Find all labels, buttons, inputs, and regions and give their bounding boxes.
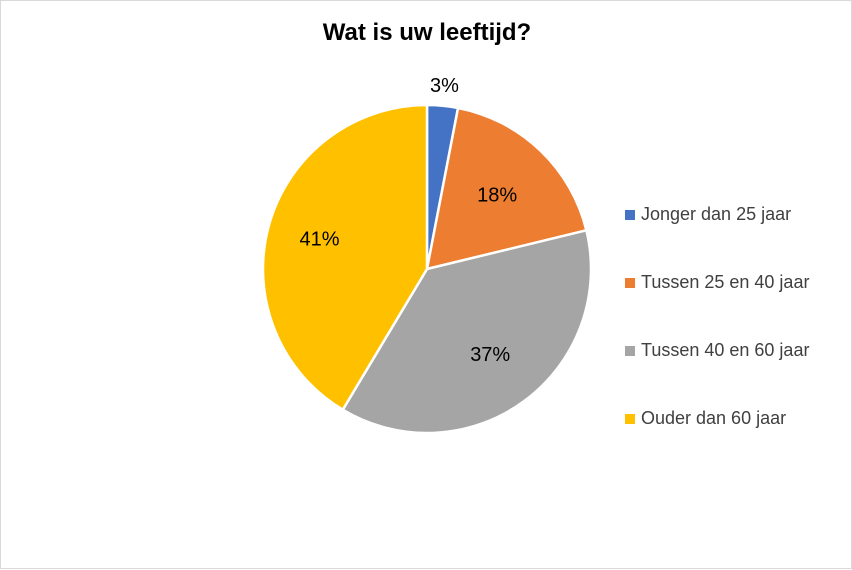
legend-swatch [625, 413, 635, 424]
legend-swatch [625, 277, 635, 288]
legend-label: Tussen 40 en 60 jaar [641, 340, 810, 360]
data-label: 41% [299, 228, 339, 250]
legend: Jonger dan 25 jaar Tussen 25 en 40 jaar … [625, 203, 850, 475]
chart-title: Wat is uw leeftijd? [322, 19, 532, 46]
legend-label: Tussen 25 en 40 jaar [641, 272, 810, 292]
pie-slice [425, 106, 588, 271]
data-label: 37% [470, 344, 510, 366]
legend-item-tussen-25-40: Tussen 25 en 40 jaar [625, 271, 850, 294]
data-label: 18% [477, 184, 517, 206]
legend-swatch [625, 345, 635, 356]
pie-slice [261, 103, 429, 411]
legend-label: Jonger dan 25 jaar [641, 204, 792, 224]
pie-slice [341, 229, 593, 435]
legend-item-jonger-dan-25: Jonger dan 25 jaar [625, 203, 850, 226]
legend-swatch [625, 209, 635, 220]
legend-item-tussen-40-60: Tussen 40 en 60 jaar [625, 339, 850, 362]
data-label: 3% [430, 75, 459, 97]
legend-label: Ouder dan 60 jaar [641, 408, 787, 428]
legend-item-ouder-dan-60: Ouder dan 60 jaar [625, 407, 850, 430]
